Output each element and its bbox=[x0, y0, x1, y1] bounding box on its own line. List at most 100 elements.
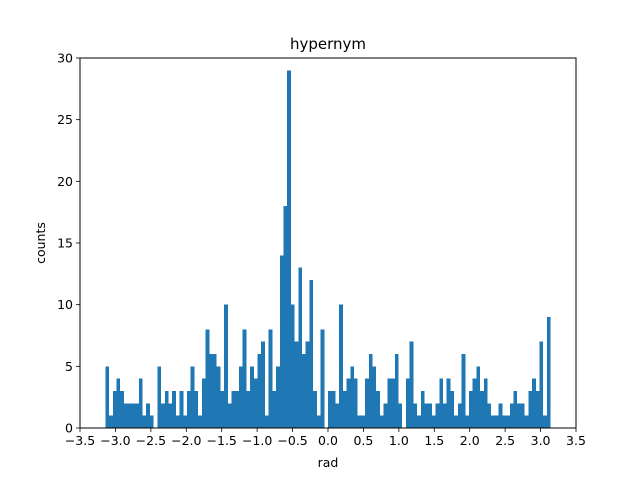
histogram-bar bbox=[372, 366, 377, 428]
histogram-bar bbox=[320, 329, 325, 428]
histogram-bar bbox=[357, 415, 362, 428]
x-tick-label: 0.5 bbox=[353, 433, 373, 448]
histogram-bar bbox=[394, 354, 399, 428]
histogram-bar bbox=[346, 378, 351, 428]
histogram-bar bbox=[142, 415, 147, 428]
histogram-bar bbox=[520, 403, 525, 428]
histogram-bar bbox=[420, 391, 425, 428]
histogram-bar bbox=[517, 403, 521, 428]
histogram-bar bbox=[302, 354, 306, 428]
histogram-bar bbox=[328, 391, 332, 428]
histogram-bar bbox=[257, 354, 262, 428]
x-tick-label: −3.0 bbox=[100, 433, 130, 448]
histogram-bar bbox=[179, 391, 184, 428]
histogram-bar bbox=[279, 255, 284, 428]
histogram-bar bbox=[194, 391, 199, 428]
x-tick-label: −1.5 bbox=[207, 433, 237, 448]
histogram-bar bbox=[535, 391, 540, 428]
x-tick-label: −1.0 bbox=[242, 433, 272, 448]
histogram-bar bbox=[272, 391, 277, 428]
histogram-bar bbox=[105, 366, 110, 428]
histogram-bar bbox=[112, 391, 117, 428]
histogram-bar bbox=[131, 403, 136, 428]
x-tick-label: 1.0 bbox=[389, 433, 409, 448]
histogram-bar bbox=[135, 403, 139, 428]
x-axis-label: rad bbox=[318, 455, 339, 470]
x-tick-label: 2.5 bbox=[495, 433, 515, 448]
histogram-bar bbox=[476, 366, 481, 428]
histogram-bar bbox=[472, 378, 477, 428]
histogram-bar bbox=[183, 415, 188, 428]
histogram-bar bbox=[212, 354, 217, 428]
histogram-bar bbox=[316, 415, 321, 428]
histogram-bar bbox=[454, 415, 458, 428]
histogram-bar bbox=[168, 403, 173, 428]
histogram-bar bbox=[391, 378, 395, 428]
histogram-bar bbox=[287, 70, 291, 428]
x-tick-label: 0.0 bbox=[318, 433, 338, 448]
histogram-bar bbox=[339, 304, 343, 428]
x-axis-ticks: −3.5 −3.0 −2.5 −2.0 −1.5 −1.0 −0.5 0.0 0.5 1.0 1.5… bbox=[65, 428, 586, 448]
y-axis-label: counts bbox=[33, 222, 48, 264]
histogram-bar bbox=[376, 391, 380, 428]
histogram-bar bbox=[450, 391, 455, 428]
histogram-bar bbox=[187, 391, 191, 428]
histogram-bar bbox=[424, 403, 429, 428]
histogram-bar bbox=[431, 415, 436, 428]
histogram-bar bbox=[387, 378, 392, 428]
histogram-bar bbox=[487, 403, 492, 428]
histogram-bar bbox=[331, 391, 336, 428]
histogram-bar bbox=[506, 415, 510, 428]
y-tick-label: 5 bbox=[65, 359, 73, 374]
histogram-bar bbox=[546, 317, 551, 428]
histogram-bar bbox=[201, 378, 206, 428]
histogram-bar bbox=[480, 391, 484, 428]
histogram-bar bbox=[253, 378, 258, 428]
histogram-bar bbox=[235, 391, 239, 428]
histogram-bar bbox=[409, 341, 414, 428]
histogram-bar bbox=[435, 403, 440, 428]
histogram-bar bbox=[543, 415, 547, 428]
histogram-bar bbox=[298, 267, 303, 428]
histogram-bar bbox=[417, 415, 421, 428]
x-tick-label: −2.5 bbox=[136, 433, 166, 448]
histogram-bar bbox=[290, 304, 295, 428]
histogram-bar bbox=[494, 415, 499, 428]
histogram-bar bbox=[250, 366, 254, 428]
y-tick-label: 15 bbox=[57, 236, 73, 251]
x-tick-label: 3.5 bbox=[566, 433, 586, 448]
histogram-bar bbox=[491, 415, 495, 428]
histogram-bar bbox=[398, 403, 403, 428]
histogram-bar bbox=[532, 378, 536, 428]
x-tick-label: 1.5 bbox=[424, 433, 444, 448]
histogram-bar bbox=[123, 403, 128, 428]
x-tick-label: −3.5 bbox=[65, 433, 95, 448]
histogram-bar bbox=[498, 403, 503, 428]
histogram-bar bbox=[209, 354, 213, 428]
histogram-bar bbox=[509, 403, 514, 428]
histogram-bar bbox=[313, 391, 317, 428]
histogram-bar bbox=[264, 415, 269, 428]
histogram-bar bbox=[127, 403, 132, 428]
histogram-bar bbox=[261, 341, 265, 428]
histogram-bar bbox=[164, 391, 169, 428]
histogram-bar bbox=[513, 391, 518, 428]
y-axis-ticks: 0 5 10 15 20 25 30 bbox=[57, 51, 80, 436]
histogram-bar bbox=[175, 415, 180, 428]
histogram-bar bbox=[172, 391, 176, 428]
histogram-bar bbox=[483, 378, 488, 428]
histogram-bar bbox=[342, 391, 347, 428]
histogram-bar bbox=[405, 378, 410, 428]
histogram-bar bbox=[350, 366, 354, 428]
histogram-bar bbox=[109, 415, 113, 428]
histogram-bar bbox=[198, 415, 202, 428]
histogram-bar bbox=[461, 354, 466, 428]
histogram-bar bbox=[276, 366, 280, 428]
histogram-bar bbox=[294, 341, 299, 428]
histogram-bar bbox=[309, 280, 314, 428]
histogram-bar bbox=[161, 403, 165, 428]
x-tick-label: 3.0 bbox=[531, 433, 551, 448]
histogram-bar bbox=[413, 403, 418, 428]
histogram-bar bbox=[157, 366, 162, 428]
